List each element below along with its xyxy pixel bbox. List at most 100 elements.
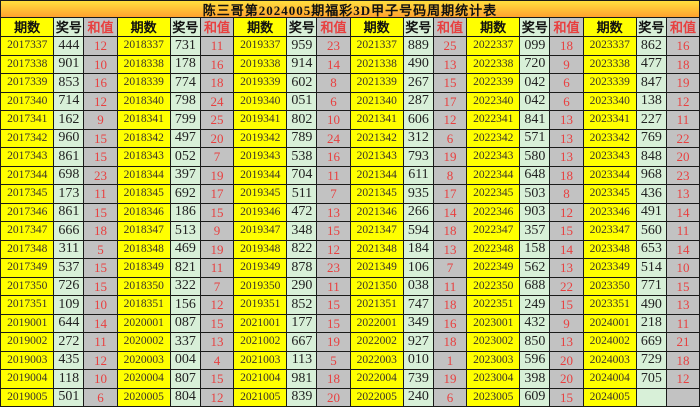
period-cell: 2021351 (350, 296, 403, 314)
sum-cell: 16 (84, 74, 117, 92)
period-cell: 2019342 (234, 129, 287, 147)
period-cell: 2022349 (467, 259, 520, 277)
number-cell: 798 (170, 92, 200, 110)
number-cell: 914 (287, 55, 317, 73)
sum-cell: 18 (433, 296, 466, 314)
sum-header: 和值 (317, 18, 350, 36)
sum-cell: 13 (550, 129, 583, 147)
number-cell: 477 (636, 55, 666, 73)
number-cell: 186 (170, 203, 200, 221)
period-cell: 2021350 (350, 277, 403, 295)
sum-cell: 20 (317, 388, 350, 406)
number-header: 奖号 (287, 18, 317, 36)
sum-cell: 8 (433, 166, 466, 184)
sum-cell: 12 (200, 388, 233, 406)
number-cell: 841 (520, 111, 550, 129)
period-cell: 2023350 (583, 277, 636, 295)
number-cell: 667 (287, 333, 317, 351)
sum-cell: 20 (550, 370, 583, 388)
number-cell: 240 (403, 388, 433, 406)
number-cell: 087 (170, 314, 200, 332)
period-cell: 2022344 (467, 166, 520, 184)
number-cell: 878 (287, 259, 317, 277)
number-cell: 688 (520, 277, 550, 295)
number-cell: 177 (287, 314, 317, 332)
sum-cell: 13 (550, 259, 583, 277)
sum-cell: 19 (666, 74, 699, 92)
sum-cell: 6 (433, 388, 466, 406)
number-cell: 052 (170, 148, 200, 166)
number-cell: 804 (170, 388, 200, 406)
period-header: 期数 (467, 18, 520, 36)
number-cell: 747 (403, 296, 433, 314)
period-cell: 2023342 (583, 129, 636, 147)
period-cell: 2019349 (234, 259, 287, 277)
number-cell: 513 (170, 222, 200, 240)
number-cell: 705 (636, 370, 666, 388)
number-cell: 704 (287, 166, 317, 184)
sum-cell: 14 (84, 314, 117, 332)
number-cell: 852 (287, 296, 317, 314)
number-cell: 903 (520, 203, 550, 221)
sum-cell: 14 (550, 240, 583, 258)
number-cell: 491 (636, 203, 666, 221)
sum-cell: 12 (666, 370, 699, 388)
number-cell: 010 (403, 351, 433, 369)
number-cell: 596 (520, 351, 550, 369)
chart-title: 陈三哥第2024005期福彩3D甲子号码周期统计表 (1, 1, 699, 18)
number-cell: 901 (54, 55, 84, 73)
sum-cell: 15 (550, 296, 583, 314)
period-cell: 2021004 (234, 370, 287, 388)
sum-cell: 18 (317, 370, 350, 388)
sum-cell: 23 (317, 37, 350, 55)
sum-cell: 23 (84, 166, 117, 184)
period-cell: 2021341 (350, 111, 403, 129)
sum-cell: 13 (666, 185, 699, 203)
number-cell: 249 (520, 296, 550, 314)
sum-cell: 12 (84, 92, 117, 110)
period-cell: 2018344 (117, 166, 170, 184)
number-cell: 861 (54, 203, 84, 221)
number-cell: 802 (287, 111, 317, 129)
number-cell: 560 (636, 222, 666, 240)
number-cell: 714 (54, 92, 84, 110)
sum-cell: 11 (84, 185, 117, 203)
sum-cell: 24 (317, 129, 350, 147)
number-cell: 184 (403, 240, 433, 258)
period-cell: 2019005 (1, 388, 54, 406)
number-cell: 514 (636, 259, 666, 277)
sum-cell: 11 (200, 259, 233, 277)
sum-cell: 10 (666, 259, 699, 277)
period-header: 期数 (1, 18, 54, 36)
period-cell: 2021337 (350, 37, 403, 55)
period-cell: 2019348 (234, 240, 287, 258)
number-cell: 602 (287, 74, 317, 92)
period-cell: 2023349 (583, 259, 636, 277)
period-cell: 2017342 (1, 129, 54, 147)
period-cell: 2017347 (1, 222, 54, 240)
sum-cell: 15 (84, 259, 117, 277)
number-cell: 267 (403, 74, 433, 92)
sum-cell: 18 (84, 222, 117, 240)
number-cell: 731 (170, 37, 200, 55)
sum-cell: 13 (550, 111, 583, 129)
number-cell: 501 (54, 388, 84, 406)
period-cell: 2020003 (117, 351, 170, 369)
number-cell: 287 (403, 92, 433, 110)
period-cell: 2023351 (583, 296, 636, 314)
number-cell: 960 (54, 129, 84, 147)
period-cell: 2021340 (350, 92, 403, 110)
sum-cell: 14 (317, 55, 350, 73)
sum-cell: 10 (84, 55, 117, 73)
period-cell: 2022347 (467, 222, 520, 240)
sum-cell: 10 (317, 111, 350, 129)
sum-cell: 23 (317, 259, 350, 277)
period-cell: 2022343 (467, 148, 520, 166)
number-cell: 004 (170, 351, 200, 369)
sum-cell: 13 (550, 333, 583, 351)
number-cell: 227 (636, 111, 666, 129)
sum-cell: 15 (84, 148, 117, 166)
number-cell: 771 (636, 277, 666, 295)
sum-cell: 15 (84, 277, 117, 295)
